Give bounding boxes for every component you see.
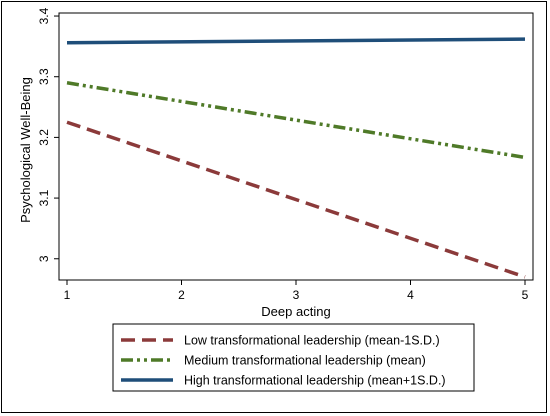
y-axis: 3 3.1 3.2 3.3 3.4 bbox=[37, 7, 59, 262]
y-tick-label: 3.2 bbox=[37, 129, 51, 146]
y-axis-label: Psychological Well-Being bbox=[18, 77, 33, 223]
x-tick-label: 2 bbox=[178, 288, 185, 302]
legend: Low transformational leadership (mean-1S… bbox=[112, 323, 475, 392]
series-line-1 bbox=[66, 120, 526, 279]
legend-box bbox=[112, 323, 475, 392]
legend-label-1: Low transformational leadership (mean-1S… bbox=[184, 334, 440, 348]
y-tick-label: 3.1 bbox=[37, 189, 51, 206]
series-lines bbox=[66, 37, 526, 279]
x-tick-label: 4 bbox=[407, 288, 414, 302]
y-tick-label: 3.3 bbox=[37, 68, 51, 85]
x-tick-label: 3 bbox=[293, 288, 300, 302]
y-tick-label: 3 bbox=[37, 255, 51, 262]
x-axis-label: Deep acting bbox=[261, 304, 330, 319]
x-tick-label: 5 bbox=[522, 288, 529, 302]
y-tick-label: 3.4 bbox=[37, 7, 51, 24]
legend-label-3: High transformational leadership (mean+1… bbox=[184, 374, 446, 388]
legend-label-2: Medium transformational leadership (mean… bbox=[184, 354, 426, 368]
series-line-2 bbox=[66, 81, 526, 160]
x-tick-label: 1 bbox=[64, 288, 71, 302]
x-axis: 1 2 3 4 5 bbox=[64, 280, 529, 302]
series-line-3 bbox=[66, 37, 526, 45]
